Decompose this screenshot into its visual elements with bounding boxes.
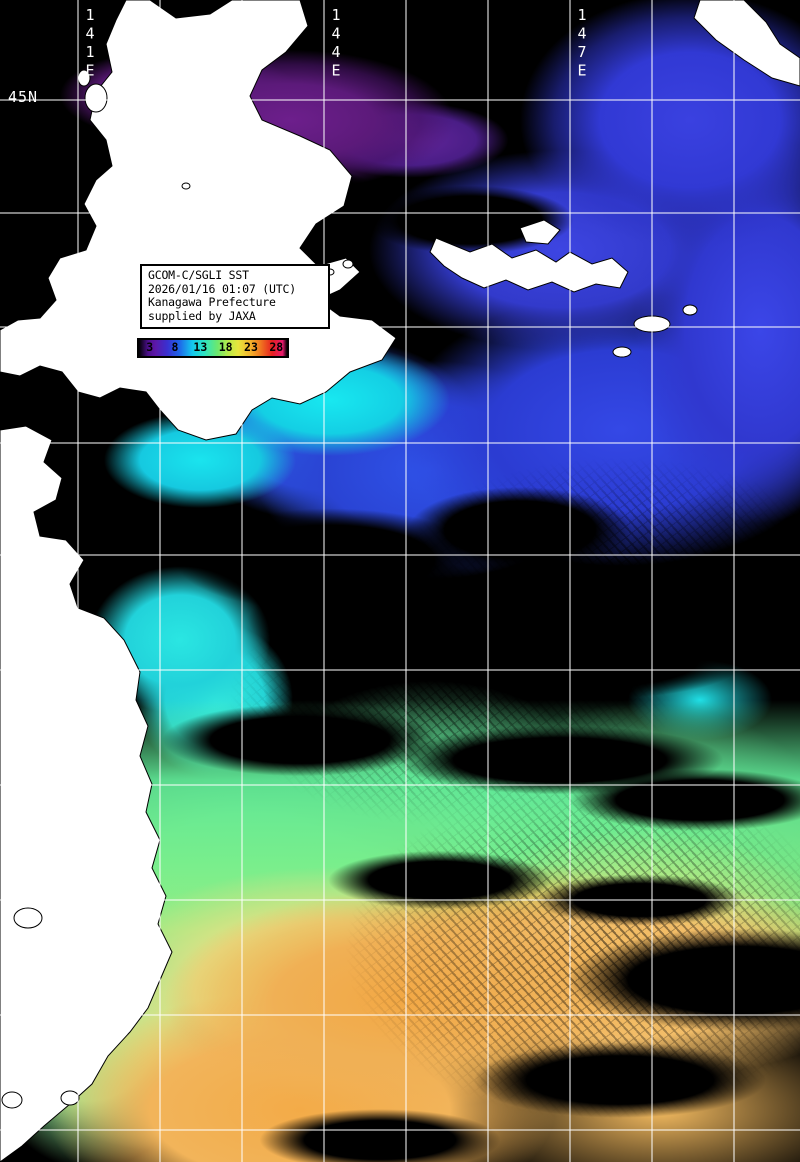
latitude-label-45n: 45N — [8, 88, 39, 106]
longitude-label-147e: 147E — [573, 6, 591, 80]
sst-colorbar — [137, 338, 289, 358]
islet-small-b — [342, 259, 354, 269]
colorbar-tick-18: 18 — [218, 340, 233, 355]
colorbar-tick-28: 28 — [269, 340, 284, 355]
colorbar-tick-13: 13 — [193, 340, 208, 355]
shikotan-island — [519, 219, 561, 245]
honshu-landmass — [0, 425, 173, 1162]
info-line-region: Kanagawa Prefecture — [148, 295, 276, 310]
info-line-sensor: GCOM-C/SGLI SST — [148, 268, 249, 282]
kunashiri-etorofu — [429, 237, 629, 293]
island-small-e — [612, 346, 632, 358]
colorbar-tick-3: 3 — [146, 340, 154, 355]
islet-small-g — [60, 1090, 80, 1106]
islet-rishiri — [84, 83, 108, 113]
longitude-label-141e: 141E — [81, 6, 99, 80]
colorbar-tick-8: 8 — [171, 340, 179, 355]
info-line-credit: supplied by JAXA — [148, 308, 256, 323]
islet-small-a — [181, 182, 191, 190]
island-small-f — [682, 304, 698, 316]
sst-colorbar-ticks: 3 8 13 18 23 28 — [137, 340, 289, 356]
islet-small-h — [1, 1091, 23, 1109]
longitude-label-144e: 144E — [327, 6, 345, 80]
kuril-islands-chain — [693, 0, 800, 87]
colorbar-tick-23: 23 — [244, 340, 258, 355]
info-line-timestamp: 2026/01/16 01:07 (UTC) — [148, 281, 296, 296]
islet-sado — [13, 907, 43, 929]
product-info-box: GCOM-C/SGLI SST 2026/01/16 01:07 (UTC) K… — [140, 264, 330, 330]
